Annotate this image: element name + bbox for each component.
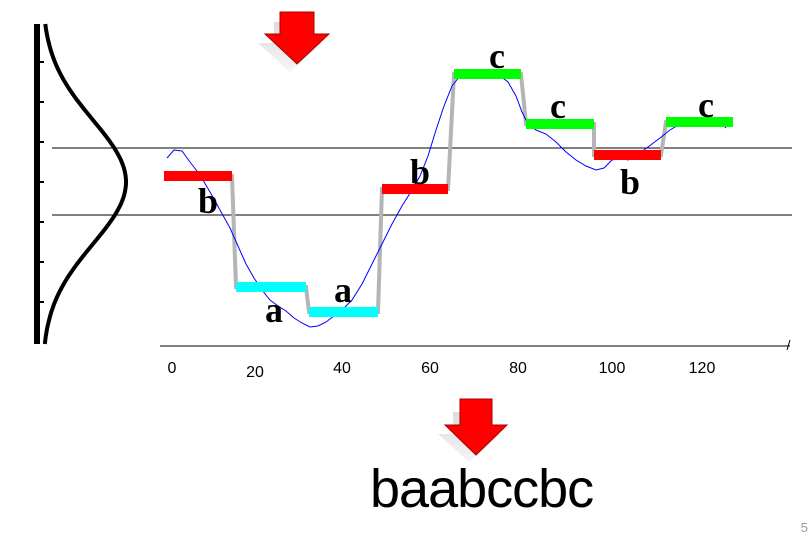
x-tick-label: 120 xyxy=(689,360,716,377)
x-tick-label: 60 xyxy=(421,360,439,377)
segment-bar xyxy=(666,117,733,127)
segment-bar xyxy=(382,184,448,194)
segment-bar xyxy=(526,119,594,129)
segment-bar xyxy=(164,171,232,181)
segment-symbol: a xyxy=(334,270,352,310)
x-axis: 0 20 40 60 80 100 120 xyxy=(160,339,791,381)
x-tick-label: 20 xyxy=(246,364,264,381)
segment-symbol: c xyxy=(550,86,566,126)
segment-symbol: c xyxy=(698,85,714,125)
x-tick-label: 40 xyxy=(333,360,351,377)
segment-symbol: b xyxy=(410,152,430,192)
gaussian-curve xyxy=(34,23,128,345)
segment-symbol: b xyxy=(198,181,218,221)
segment-symbol: c xyxy=(489,36,505,76)
x-tick-label: 100 xyxy=(599,360,626,377)
down-arrow-icon-bottom xyxy=(438,398,509,462)
slide-number: 5 xyxy=(800,520,808,535)
sax-result-string: baabccbc xyxy=(370,459,594,519)
paa-stepped-line xyxy=(164,72,733,314)
segment-bar xyxy=(236,282,306,292)
arrow-top-fill xyxy=(263,11,331,65)
segment-bar xyxy=(309,307,378,317)
segment-symbol: a xyxy=(265,290,283,330)
x-tick-label: 80 xyxy=(509,360,527,377)
segment-bar xyxy=(454,69,521,79)
arrow-bottom-fill xyxy=(443,398,509,456)
down-arrow-icon-top xyxy=(258,11,331,72)
x-tick-label: 0 xyxy=(168,360,177,377)
segment-bar xyxy=(594,150,661,160)
segment-symbol: b xyxy=(620,162,640,202)
